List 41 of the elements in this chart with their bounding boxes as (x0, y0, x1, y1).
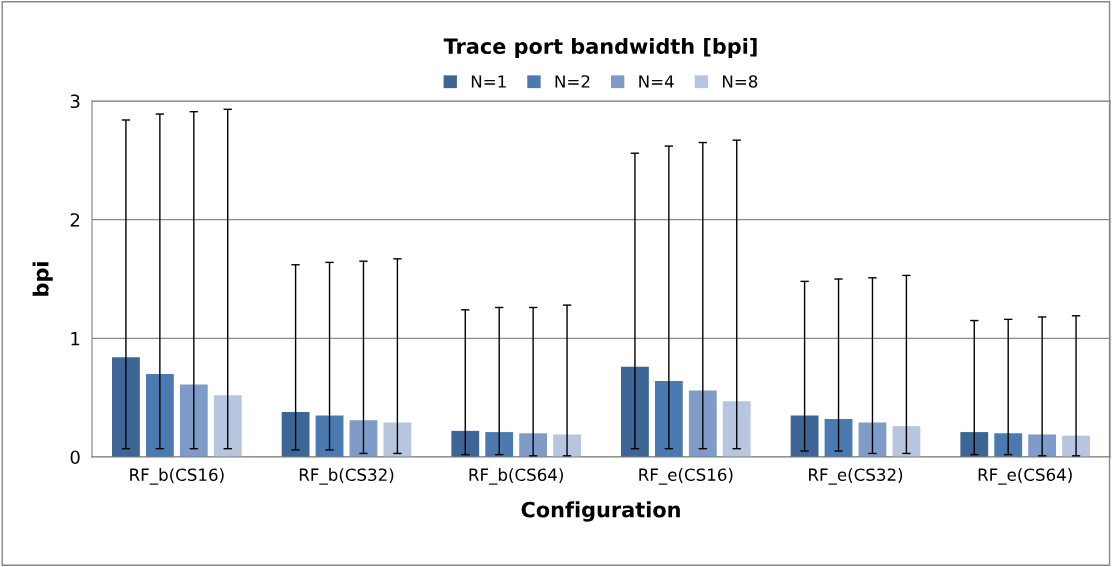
y-axis-title: bpi (32, 262, 53, 296)
x-tick-label: RF_b(CS64) (469, 468, 563, 485)
bar (892, 426, 921, 457)
bar (383, 422, 412, 457)
legend-label: N=8 (723, 75, 758, 88)
legend-label: N=1 (471, 75, 506, 88)
x-tick-label: RF_b(CS16) (130, 468, 224, 485)
y-tick-label: 3 (70, 94, 80, 109)
bar (553, 434, 581, 457)
bar (790, 415, 819, 457)
x-tick-label: RF_e(CS32) (809, 468, 903, 485)
bar (349, 420, 378, 457)
x-axis-title: Configuration (521, 501, 680, 522)
bar (1028, 434, 1057, 457)
bar (315, 415, 344, 457)
bar (858, 422, 887, 457)
bar (179, 384, 208, 457)
legend-label: N=4 (639, 75, 674, 88)
bar (994, 433, 1023, 457)
bar (145, 373, 174, 457)
bar (451, 430, 480, 457)
x-tick-label: RF_e(CS64) (978, 468, 1072, 485)
bar (621, 366, 649, 457)
bar (519, 433, 548, 457)
bar (485, 432, 514, 457)
y-tick-label: 1 (71, 332, 80, 346)
bar (654, 381, 683, 457)
bar (281, 411, 310, 457)
bar (960, 432, 989, 457)
legend-label: N=2 (555, 75, 590, 88)
chart-title: Trace port bandwidth [bpi] (443, 37, 757, 59)
x-tick-label: RF_b(CS32) (299, 468, 394, 485)
bar (722, 401, 751, 457)
bar (1062, 435, 1090, 457)
y-tick-label: 0 (70, 450, 80, 465)
bar (824, 419, 853, 457)
x-tick-label: RF_e(CS16) (639, 468, 733, 485)
y-tick-label: 2 (70, 213, 80, 227)
bar (112, 357, 140, 457)
bar (688, 390, 717, 457)
bar (213, 395, 242, 457)
